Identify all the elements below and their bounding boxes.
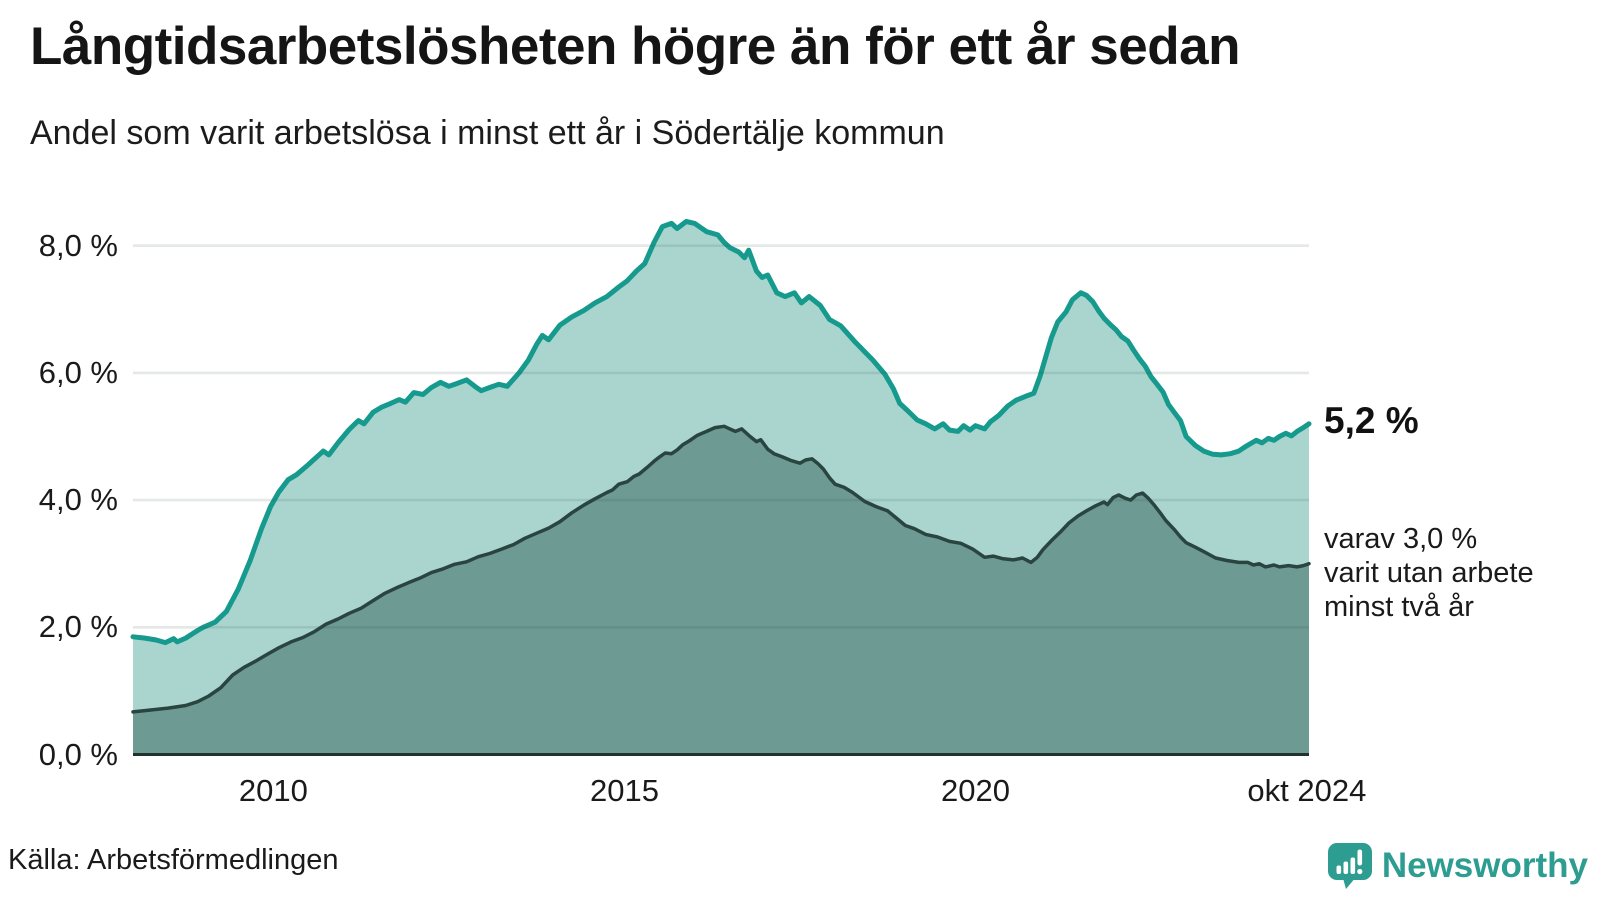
series-line-one-year — [130, 219, 1312, 646]
area-fill-two-year — [133, 426, 1309, 755]
x-tick-label: okt 2024 — [1247, 773, 1367, 808]
series-line-two-year — [131, 424, 1311, 714]
source-caption: Källa: Arbetsförmedlingen — [8, 844, 339, 876]
y-tick-label: 4,0 % — [38, 482, 118, 518]
y-tick-label: 2,0 % — [38, 609, 118, 645]
x-tick-label: 2015 — [589, 773, 659, 808]
y-tick-label: 8,0 % — [38, 227, 118, 263]
two-year-note: varav 3,0 % varit utan arbete minst två … — [1324, 523, 1534, 623]
newsworthy-logo: Newsworthy — [1326, 842, 1588, 889]
x-tick-label: 2010 — [238, 773, 308, 808]
y-tick-label: 6,0 % — [38, 354, 118, 390]
newsworthy-chart-bubble-icon — [1327, 843, 1372, 889]
page-title: Långtidsarbetslösheten högre än för ett … — [30, 17, 1240, 76]
page-subtitle: Andel som varit arbetslösa i minst ett å… — [30, 114, 945, 152]
x-tick-label: 2020 — [941, 773, 1010, 808]
y-tick-label: 0,0 % — [38, 736, 118, 772]
latest-value-label: 5,2 % — [1324, 400, 1419, 441]
newsworthy-wordmark: Newsworthy — [1381, 845, 1588, 885]
